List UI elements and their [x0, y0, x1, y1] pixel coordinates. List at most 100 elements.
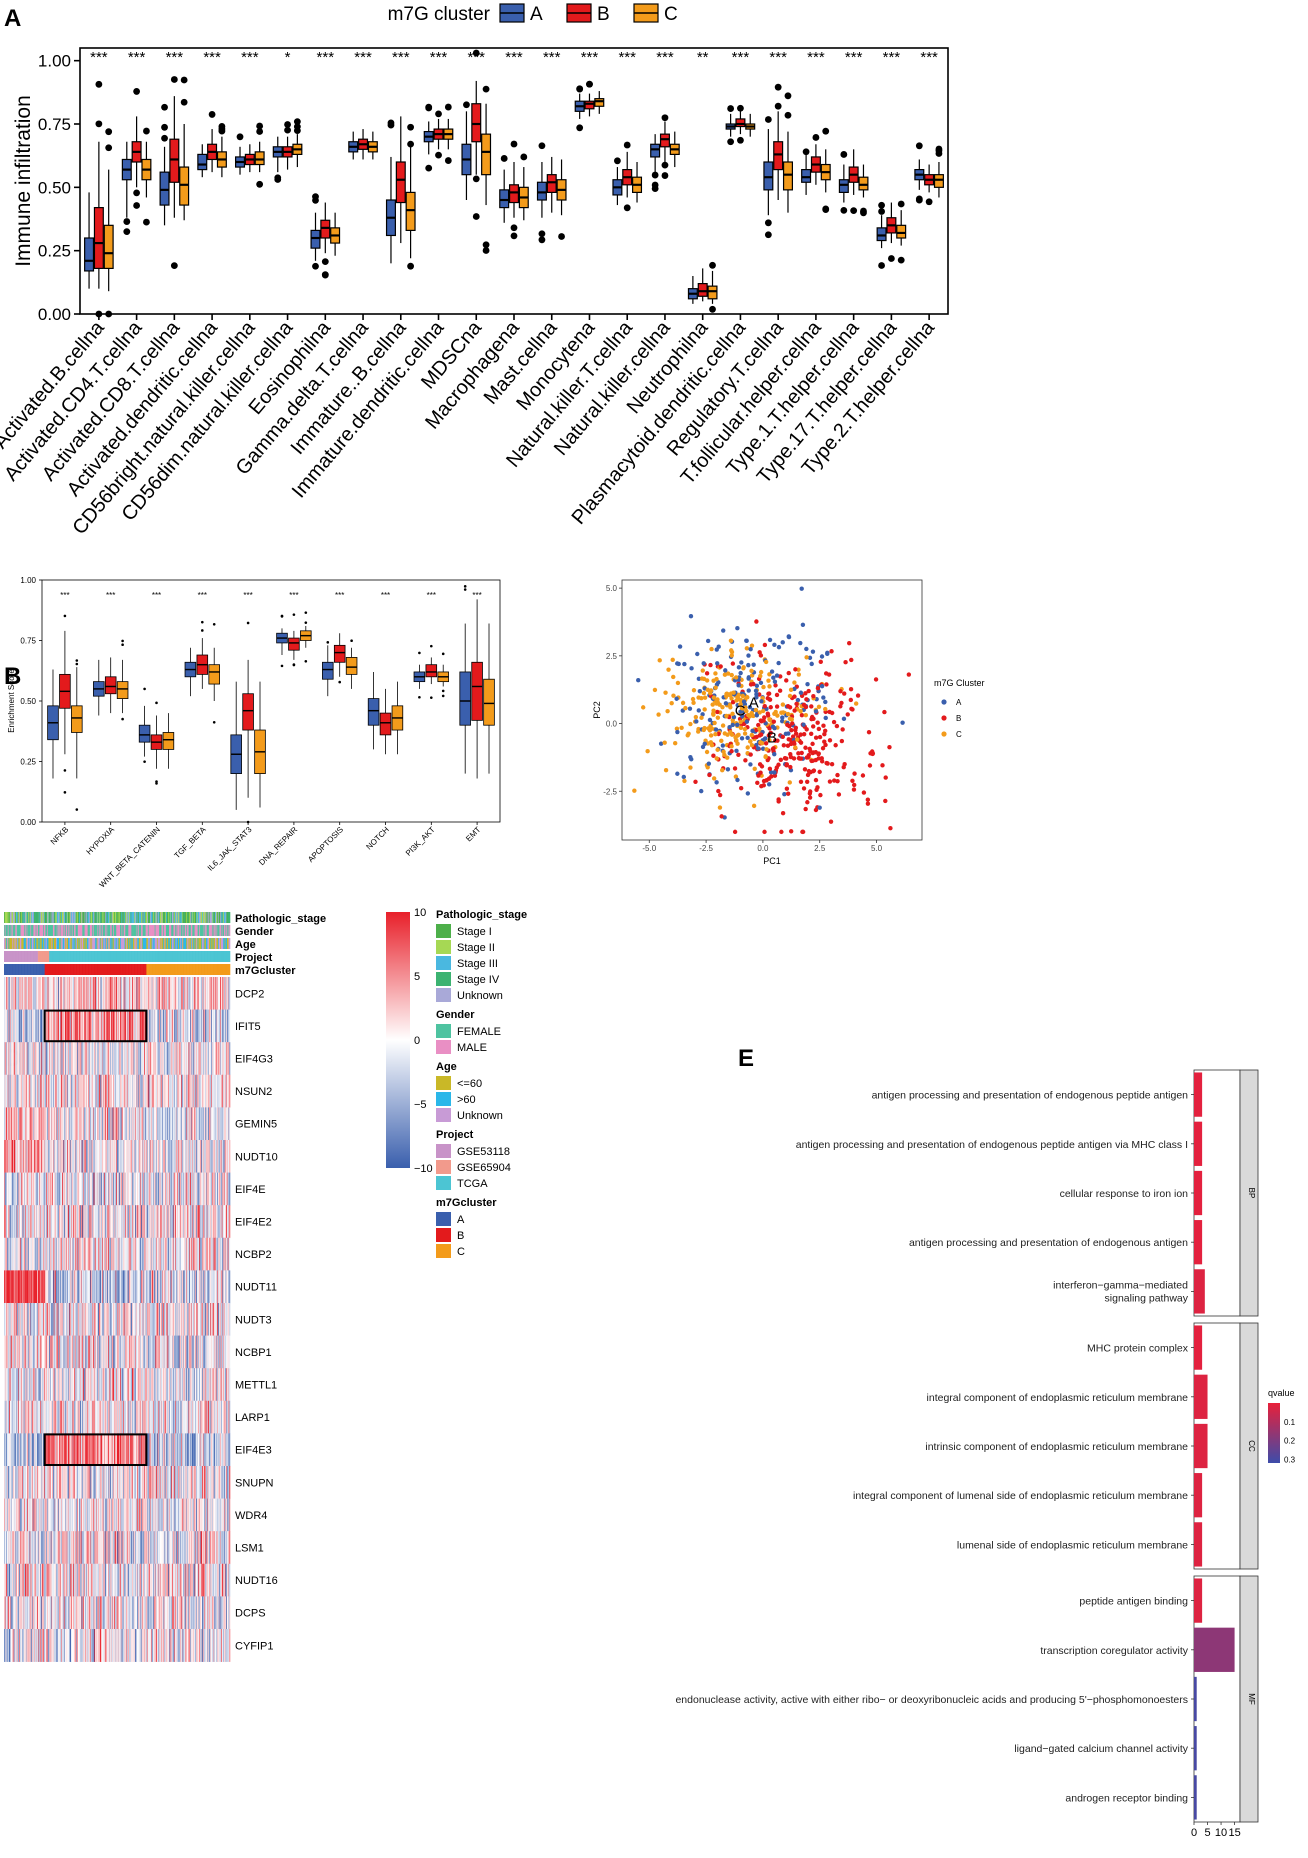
- annotation-cell: [144, 912, 146, 923]
- heatmap-cell: [77, 1172, 79, 1206]
- scatter-point-B: [785, 791, 791, 796]
- annotation-cell: [120, 951, 122, 962]
- scatter-point-B: [811, 750, 817, 755]
- annotation-cell: [22, 912, 24, 923]
- heatmap-cell: [43, 1074, 45, 1108]
- significance-label: ***: [427, 591, 436, 600]
- heatmap-cell: [131, 1042, 133, 1076]
- annotation-cell: [29, 964, 31, 975]
- y-axis-label: Immune infiltration: [12, 95, 35, 267]
- annotation-cell: [211, 938, 213, 949]
- heatmap-cell: [217, 1107, 219, 1141]
- annotation-cell: [149, 925, 151, 936]
- heatmap-cell: [46, 1140, 48, 1173]
- annotation-cell: [190, 925, 192, 936]
- scatter-point-B: [866, 729, 872, 735]
- annotation-cell: [91, 912, 93, 923]
- heatmap-cell: [42, 977, 44, 1010]
- annotation-cell: [126, 951, 128, 962]
- annotation-cell: [100, 938, 102, 949]
- heatmap-cell: [62, 1009, 64, 1043]
- heatmap-cell: [187, 1140, 189, 1173]
- annotation-cell: [119, 925, 121, 936]
- box-A: [650, 143, 661, 158]
- heatmap-cell: [127, 1107, 129, 1141]
- annotation-cell: [191, 951, 193, 962]
- outlier-point: [407, 140, 414, 148]
- scatter-point-B: [730, 700, 736, 705]
- scatter-point-C: [738, 725, 744, 731]
- annotation-cell: [6, 925, 8, 936]
- annotation-cell: [86, 912, 88, 923]
- scatter-point-C: [798, 708, 803, 714]
- heatmap-cell: [156, 977, 158, 1010]
- heatmap-cell: [192, 1074, 194, 1108]
- heatmap-cell: [158, 1140, 160, 1173]
- annotation-cell: [46, 925, 48, 936]
- annotation-cell: [146, 938, 148, 949]
- annotation-cell: [58, 951, 60, 962]
- heatmap-cell: [79, 1042, 81, 1076]
- heatmap-cell: [68, 1107, 70, 1141]
- outlier-point: [425, 164, 433, 172]
- heatmap-cell: [108, 1140, 110, 1173]
- heatmap-cell: [124, 1107, 126, 1141]
- heatmap-cell: [122, 1009, 124, 1043]
- annotation-cell: [74, 938, 76, 949]
- heatmap-cell: [188, 977, 190, 1010]
- heatmap-cell: [111, 977, 113, 1010]
- heatmap-cell: [61, 1042, 63, 1076]
- annotation-cell: [51, 938, 53, 949]
- heatmap-cell: [32, 977, 34, 1010]
- annotation-cell: [151, 925, 153, 936]
- annotation-cell: [193, 938, 195, 949]
- legend-label: A: [956, 698, 962, 707]
- heatmap-cell: [31, 1107, 33, 1141]
- scatter-point-B: [767, 726, 772, 731]
- annotation-cell: [217, 912, 219, 923]
- heatmap-cell: [189, 1042, 191, 1076]
- heatmap-cell: [193, 977, 195, 1010]
- heatmap-cell: [4, 1140, 6, 1173]
- heatmap-cell: [193, 1074, 195, 1108]
- heatmap-cell: [107, 1107, 109, 1141]
- heatmap-cell: [88, 1074, 90, 1108]
- heatmap-cell: [101, 1009, 103, 1043]
- heatmap-cell: [193, 1107, 195, 1141]
- significance-label: ***: [618, 49, 636, 66]
- heatmap-cell: [160, 1107, 162, 1141]
- heatmap-cell: [111, 1107, 113, 1141]
- heatmap-cell: [163, 1074, 165, 1108]
- annotation-cell: [56, 938, 58, 949]
- scatter-point-A: [767, 637, 773, 643]
- heatmap-cell: [47, 1074, 49, 1108]
- annotation-cell: [74, 912, 76, 923]
- scatter-point-B: [865, 801, 871, 806]
- heatmap-cell: [147, 1140, 149, 1173]
- heatmap-cell: [8, 1042, 10, 1076]
- heatmap-cell: [70, 1172, 72, 1206]
- heatmap-cell: [24, 1074, 26, 1108]
- y-tick-label: -2.5: [603, 787, 617, 796]
- box-A: [310, 229, 321, 249]
- annotation-cell: [87, 925, 89, 936]
- heatmap-cell: [133, 1074, 135, 1108]
- heatmap-cell: [86, 1074, 88, 1108]
- annotation-cell: [110, 938, 112, 949]
- annotation-cell: [127, 938, 129, 949]
- annotation-cell: [47, 938, 49, 949]
- annotation-cell: [13, 938, 15, 949]
- heatmap-cell: [54, 1140, 56, 1173]
- annotation-cell: [10, 964, 12, 975]
- outlier-point: [576, 85, 584, 93]
- scatter-point-A: [756, 746, 761, 751]
- heatmap-cell: [50, 1172, 52, 1206]
- heatmap-cell: [159, 1140, 161, 1173]
- heatmap-cell: [185, 1074, 187, 1108]
- heatmap-cell: [196, 1074, 198, 1108]
- annotation-cell: [171, 938, 173, 949]
- heatmap-cell: [195, 1140, 197, 1173]
- heatmap-cell: [52, 1172, 55, 1206]
- y-axis-label: Enrichment Score: [7, 669, 16, 733]
- scatter-point-C: [735, 741, 740, 746]
